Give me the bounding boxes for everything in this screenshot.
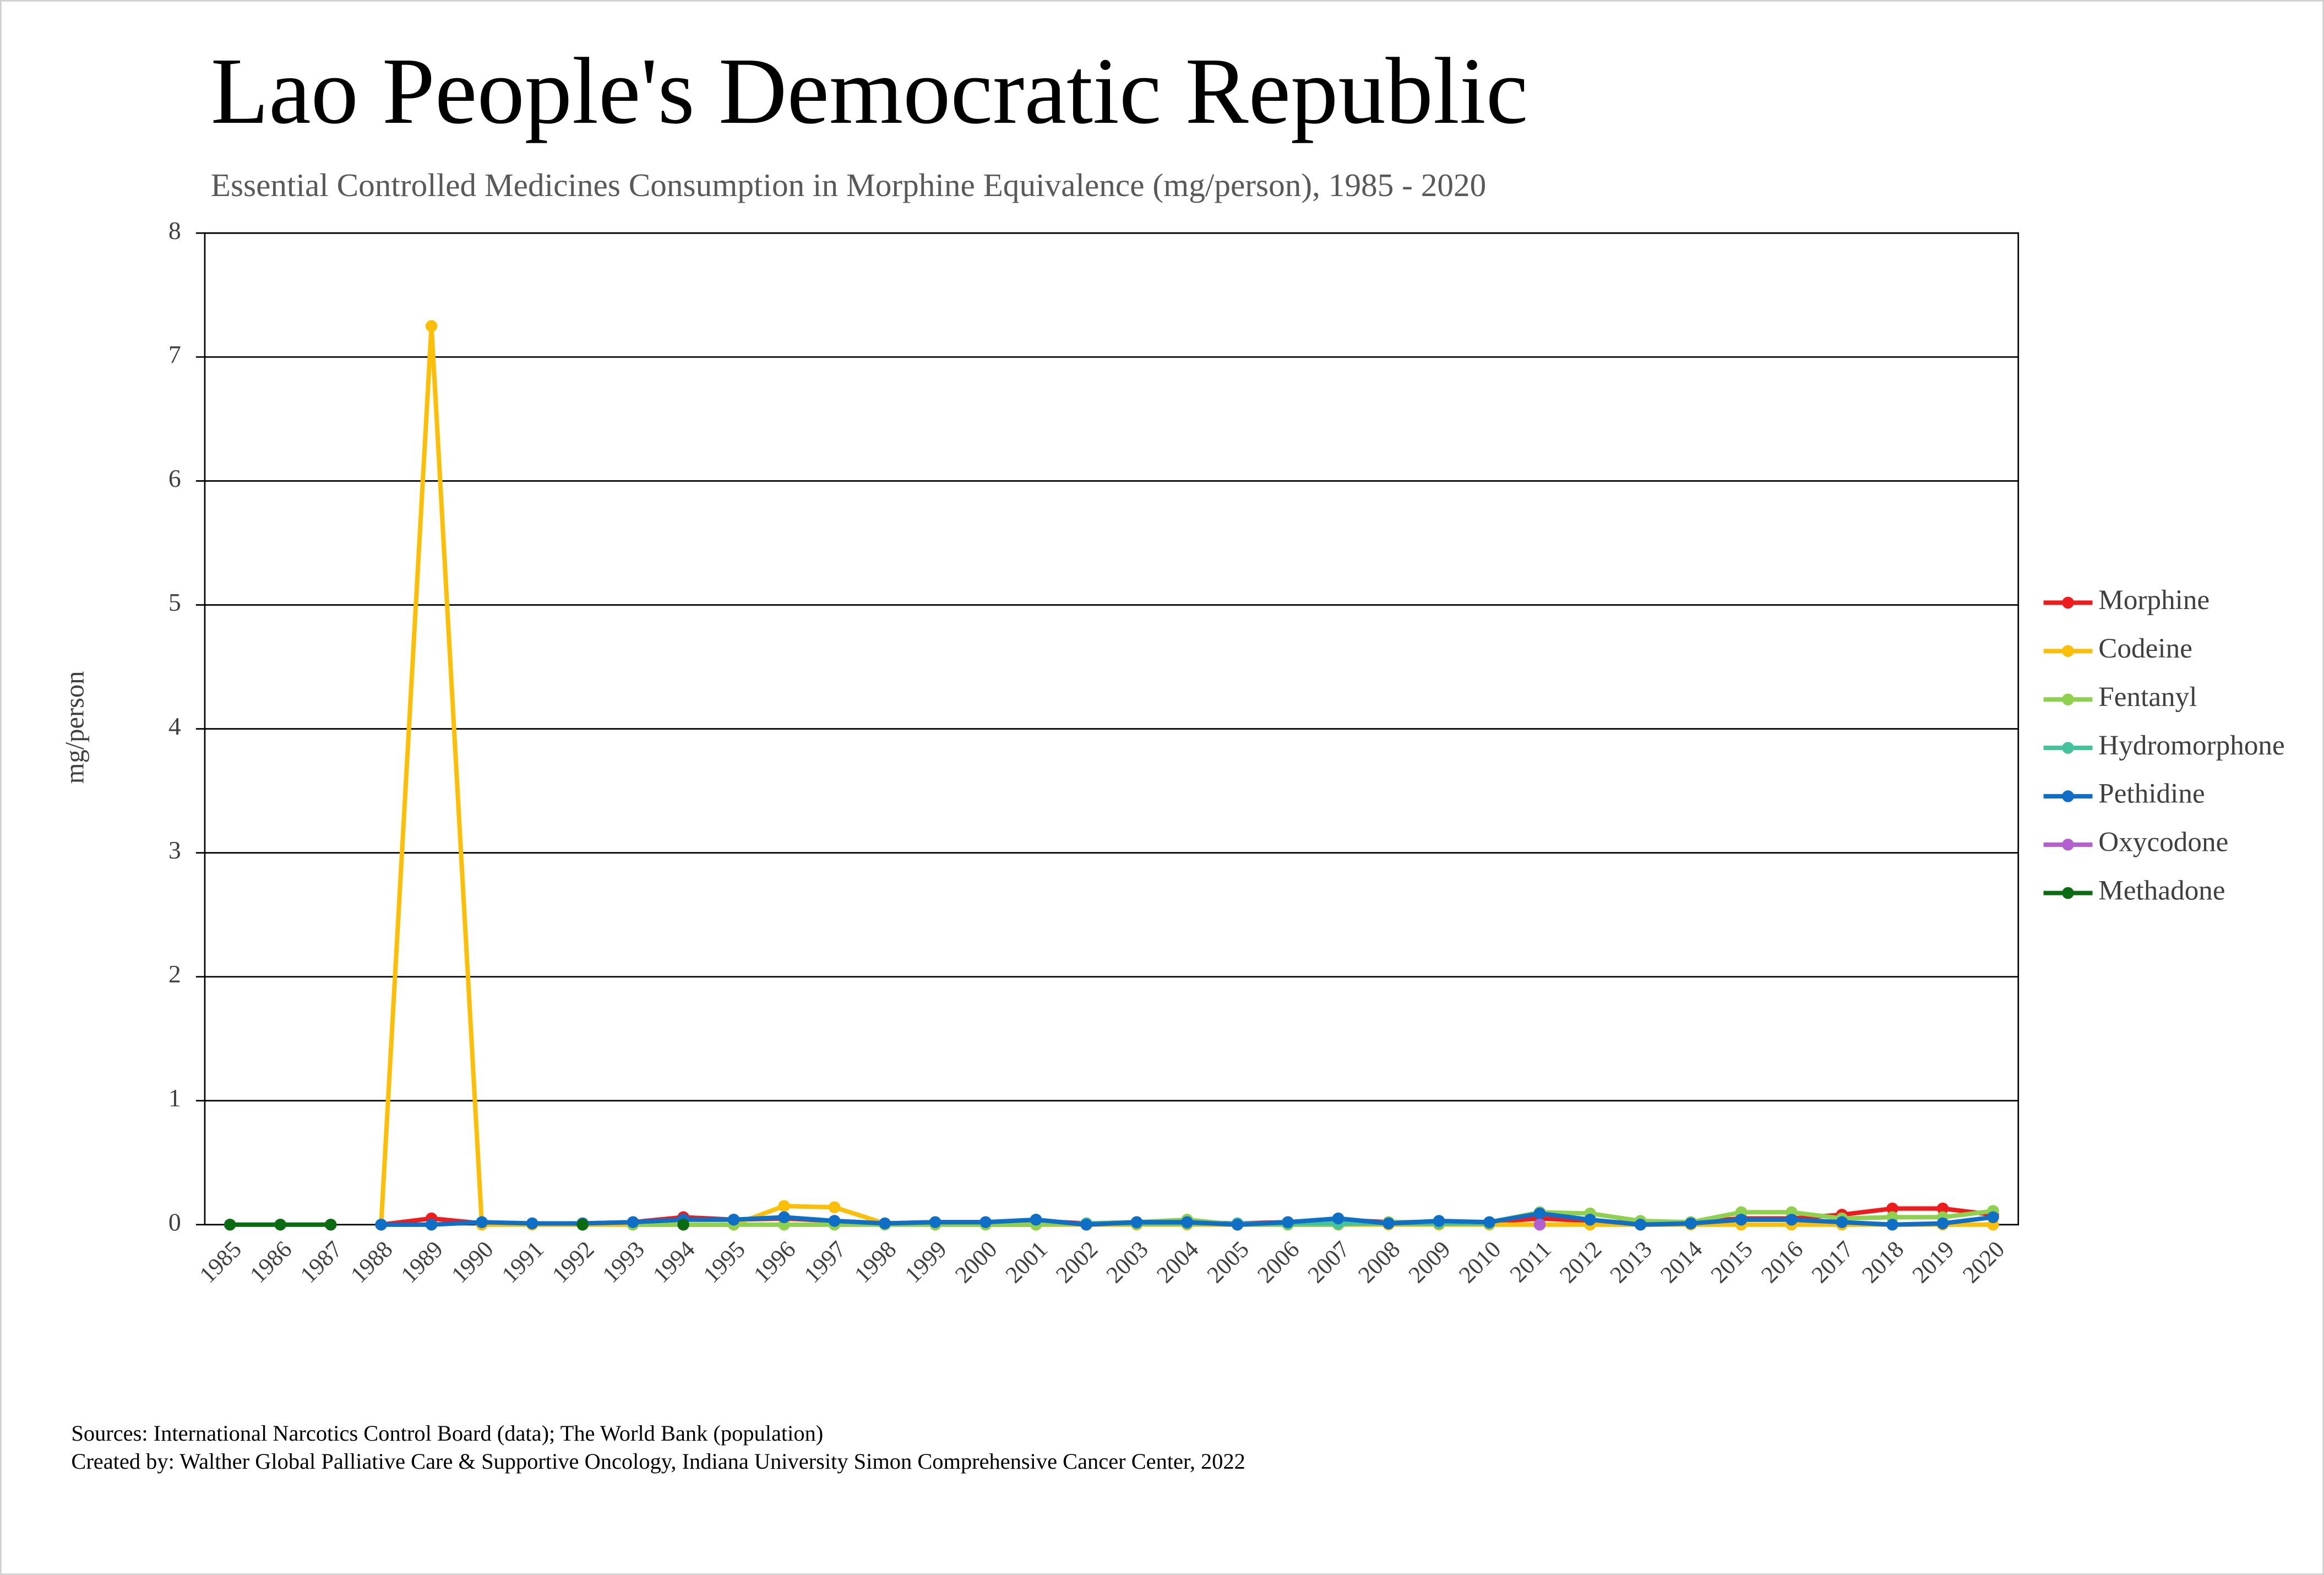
data-point [1383,1217,1395,1230]
source-note: Created by: Walther Global Palliative Ca… [71,1449,1245,1474]
legend-label: Oxycodone [2098,827,2228,858]
data-point [324,1219,337,1231]
data-point [1987,1211,1999,1224]
legend-marker [2062,790,2074,802]
data-point [1231,1219,1244,1231]
data-point [627,1216,639,1229]
data-point [576,1219,589,1231]
data-point [375,1219,387,1231]
data-point [979,1216,992,1229]
legend-marker [2062,887,2074,899]
data-point [1634,1219,1647,1231]
data-point [526,1217,538,1230]
data-point [425,320,438,332]
chart-title: Lao People's Democratic Republic [211,39,1528,144]
data-point [1080,1219,1092,1231]
data-point [1584,1214,1596,1226]
legend-marker [2062,693,2074,705]
source-note: Sources: International Narcotics Control… [71,1421,823,1446]
legend-marker [2062,742,2074,754]
data-point [1533,1207,1546,1220]
data-point [1332,1212,1345,1225]
data-point [1786,1214,1798,1226]
y-tick-label: 4 [168,712,181,740]
legend-label: Pethidine [2098,778,2205,810]
legend-marker [2062,838,2074,851]
legend-label: Morphine [2098,584,2209,616]
legend-label: Fentanyl [2098,681,2197,713]
legend-label: Codeine [2098,633,2192,664]
data-point [1936,1202,1949,1215]
y-tick-label: 7 [168,340,181,368]
y-tick-label: 3 [168,836,181,864]
legend-marker [2062,596,2074,609]
data-point [1181,1216,1193,1229]
y-axis-label: mg/person [60,671,89,784]
data-point [274,1219,286,1231]
data-point [1433,1215,1445,1227]
data-point [727,1214,740,1226]
data-point [425,1219,438,1231]
data-point [224,1219,236,1231]
data-point [1936,1217,1949,1230]
legend-label: Methadone [2098,875,2225,906]
data-point [929,1216,941,1229]
data-point [828,1215,841,1227]
y-tick-label: 2 [168,960,181,988]
data-point [1130,1216,1143,1229]
chart-subtitle: Essential Controlled Medicines Consumpti… [211,167,1487,203]
data-point [1886,1202,1898,1215]
legend-marker [2062,645,2074,658]
y-tick-label: 8 [168,216,181,245]
data-point [1735,1214,1748,1226]
data-point [1282,1216,1294,1229]
y-tick-label: 1 [168,1084,181,1112]
y-tick-label: 0 [168,1208,181,1236]
data-point [1886,1219,1898,1231]
data-point [1836,1216,1848,1229]
data-point [1685,1217,1697,1230]
legend-label: Hydromorphone [2098,730,2284,761]
data-point [476,1216,488,1229]
data-point [1483,1216,1495,1229]
data-point [778,1211,790,1224]
data-point [828,1201,841,1214]
data-point [778,1200,790,1212]
data-point [1030,1214,1042,1226]
data-point [1533,1219,1546,1231]
y-tick-label: 6 [168,464,181,492]
y-tick-label: 5 [168,588,181,616]
data-point [879,1217,891,1230]
data-point [677,1219,689,1231]
